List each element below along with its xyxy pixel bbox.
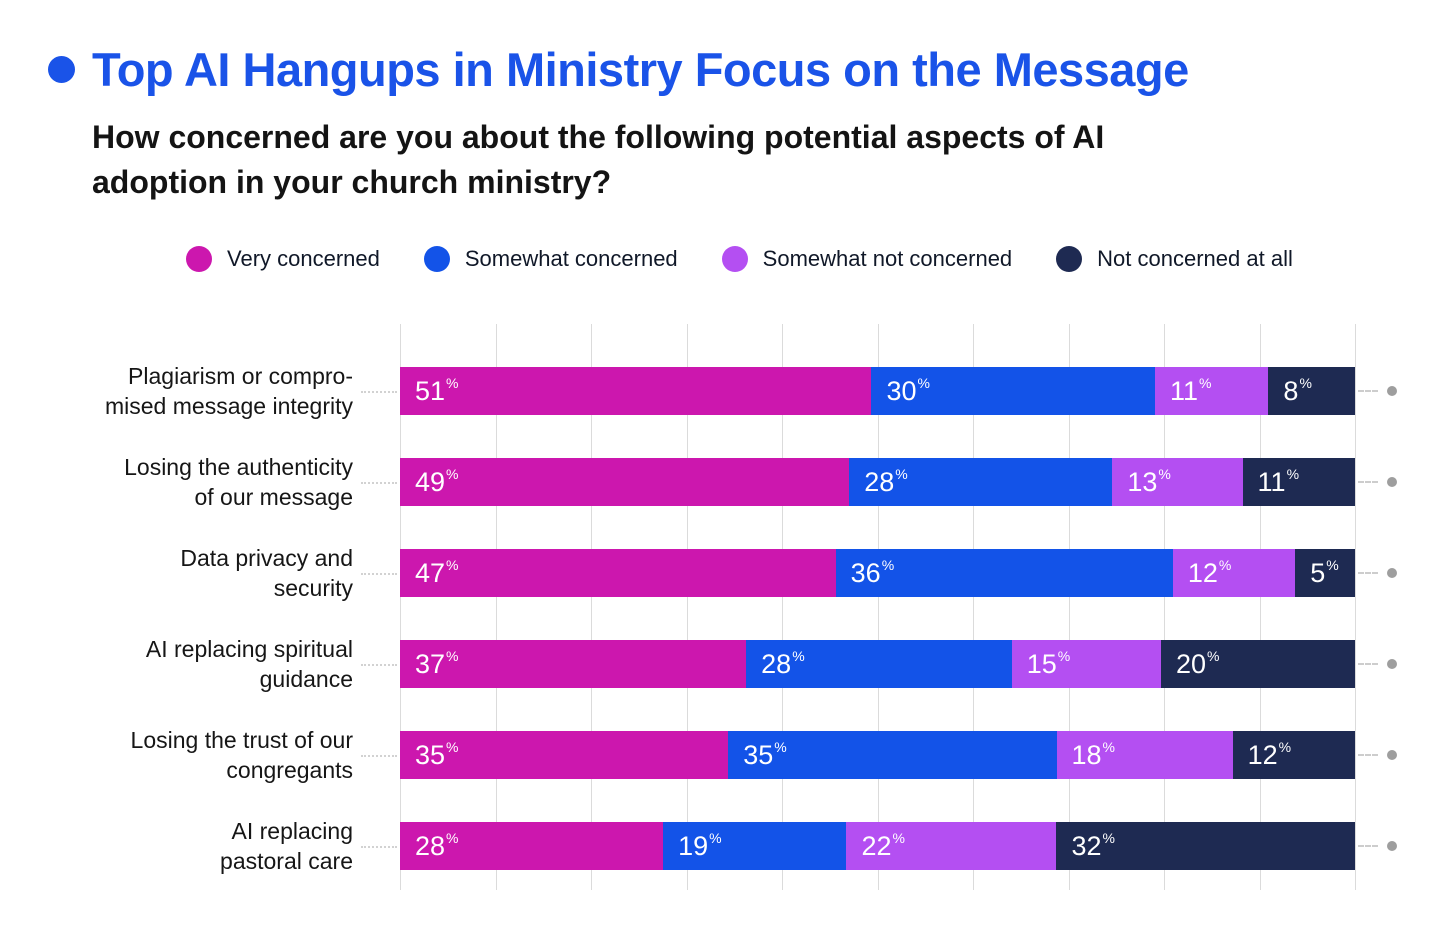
- bar-track: 37% 28% 15% 20%: [400, 640, 1355, 689]
- row-end-dot-icon: [1387, 386, 1397, 397]
- bar-segment-very-concerned: 51%: [400, 367, 872, 416]
- leader-line-left: [353, 640, 400, 688]
- category-label: Plagiarism or compro-mised message integ…: [105, 363, 353, 420]
- chart-row: AI replacing spiritual guidance 37% 28% 15% 2…: [0, 619, 1440, 710]
- legend: Very concerned Somewhat concerned Somewhat…: [186, 245, 1440, 272]
- bar-segment-not-concerned-at-all: 11%: [1242, 458, 1355, 507]
- bar-segment-very-concerned: 28%: [400, 822, 664, 871]
- bar-segment-somewhat-not-concerned: 12%: [1172, 549, 1296, 598]
- gridlines: [400, 323, 1356, 890]
- chart-row: Data privacy and security 47% 36% 12% 5%: [0, 528, 1440, 619]
- gridline: [591, 323, 592, 890]
- bar-track: 28% 19% 22% 32%: [400, 822, 1355, 871]
- legend-label: Somewhat not concerned: [762, 245, 1013, 271]
- legend-item-somewhat-concerned: Somewhat concerned: [423, 245, 678, 272]
- gridline: [1355, 323, 1356, 890]
- bar-segment-somewhat-concerned: 28%: [746, 640, 1012, 689]
- title-row: Top AI Hangups in Ministry Focus on the …: [48, 42, 1404, 97]
- bar-segment-very-concerned: 49%: [400, 458, 850, 507]
- gridline: [782, 323, 783, 890]
- leader-line-left: [353, 367, 400, 415]
- leader-line-left: [353, 731, 400, 779]
- bar-segment-somewhat-concerned: 19%: [663, 822, 847, 871]
- category-label: Losing the authenticity of our message: [124, 454, 353, 511]
- header: Top AI Hangups in Ministry Focus on the …: [0, 0, 1440, 206]
- gridline: [1068, 323, 1070, 890]
- bar-segment-somewhat-not-concerned: 15%: [1011, 640, 1161, 689]
- leader-line-left: [353, 822, 400, 870]
- category-label: AI replacing spiritual guidance: [145, 636, 353, 693]
- legend-dot-icon: [1056, 245, 1083, 272]
- leader-line-right: [1358, 754, 1378, 757]
- bar-track: 51% 30% 11% 8%: [400, 367, 1355, 416]
- page-title: Top AI Hangups in Ministry Focus on the …: [92, 43, 1189, 96]
- bar-segment-somewhat-concerned: 28%: [849, 458, 1113, 507]
- chart-question: How concerned are you about the followin…: [92, 119, 1105, 201]
- gridline: [1259, 323, 1261, 890]
- row-end-dot-icon: [1387, 750, 1397, 761]
- bar-segment-somewhat-not-concerned: 22%: [846, 822, 1057, 871]
- legend-item-not-concerned-at-all: Not concerned at all: [1056, 245, 1293, 272]
- bar-segment-very-concerned: 47%: [400, 549, 836, 598]
- row-end-dot-icon: [1387, 659, 1397, 670]
- gridline: [495, 323, 497, 890]
- leader-line-right: [1358, 663, 1378, 666]
- gridline: [400, 323, 401, 890]
- legend-item-somewhat-not-concerned: Somewhat not concerned: [721, 245, 1013, 272]
- chart-row: Losing the trust of our congregants 35% 35%…: [0, 710, 1440, 801]
- bar-segment-somewhat-not-concerned: 13%: [1112, 458, 1243, 507]
- legend-label: Somewhat concerned: [464, 245, 678, 271]
- legend-dot-icon: [721, 245, 748, 272]
- bar-segment-not-concerned-at-all: 5%: [1295, 549, 1356, 598]
- leader-line-right: [1358, 481, 1378, 484]
- bar-segment-somewhat-not-concerned: 11%: [1154, 367, 1269, 416]
- legend-dot-icon: [186, 245, 212, 272]
- legend-label: Very concerned: [227, 245, 380, 271]
- bar-segment-not-concerned-at-all: 20%: [1161, 640, 1355, 689]
- gridline: [973, 323, 974, 890]
- bar-segment-somewhat-concerned: 30%: [871, 367, 1155, 416]
- leader-line-right: [1358, 572, 1378, 575]
- chart-row: Losing the authenticity of our message 49%…: [0, 437, 1440, 528]
- bar-segment-not-concerned-at-all: 12%: [1232, 731, 1355, 780]
- bar-segment-somewhat-not-concerned: 18%: [1056, 731, 1233, 780]
- bar-track: 47% 36% 12% 5%: [400, 549, 1356, 598]
- bar-segment-very-concerned: 35%: [400, 731, 729, 780]
- row-end-dot-icon: [1387, 477, 1397, 488]
- bar-track: 49% 28% 13% 11%: [400, 458, 1355, 507]
- category-label: Data privacy and security: [180, 545, 353, 602]
- gridline: [877, 323, 879, 890]
- row-end-dot-icon: [1387, 841, 1397, 852]
- row-end-dot-icon: [1387, 568, 1397, 579]
- category-label: Losing the trust of our congregants: [130, 727, 353, 784]
- bar-segment-not-concerned-at-all: 32%: [1056, 822, 1355, 871]
- chart-rows: Plagiarism or compro-mised message integ…: [0, 346, 1440, 892]
- bar-segment-somewhat-concerned: 35%: [728, 731, 1057, 780]
- chart-row: Plagiarism or compro-mised message integ…: [0, 346, 1440, 437]
- leader-line-right: [1358, 390, 1378, 393]
- legend-dot-icon: [423, 245, 450, 272]
- bar-track: 35% 35% 18% 12%: [400, 731, 1355, 780]
- leader-line-left: [353, 549, 400, 597]
- bar-segment-very-concerned: 37%: [400, 640, 747, 689]
- category-label: AI replacing pastoral care: [220, 818, 353, 875]
- bullet-icon: [48, 56, 75, 83]
- chart-row: AI replacing pastoral care 28% 19% 22% 32%: [0, 801, 1440, 892]
- bar-segment-somewhat-concerned: 36%: [835, 549, 1173, 598]
- legend-item-very-concerned: Very concerned: [186, 245, 380, 272]
- leader-line-left: [353, 458, 400, 506]
- gridline: [686, 323, 688, 890]
- gridline: [1164, 323, 1165, 890]
- leader-line-right: [1358, 845, 1378, 848]
- stacked-bar-chart: Plagiarism or compro-mised message integ…: [0, 323, 1440, 924]
- legend-label: Not concerned at all: [1097, 245, 1293, 271]
- bar-segment-not-concerned-at-all: 8%: [1268, 367, 1355, 416]
